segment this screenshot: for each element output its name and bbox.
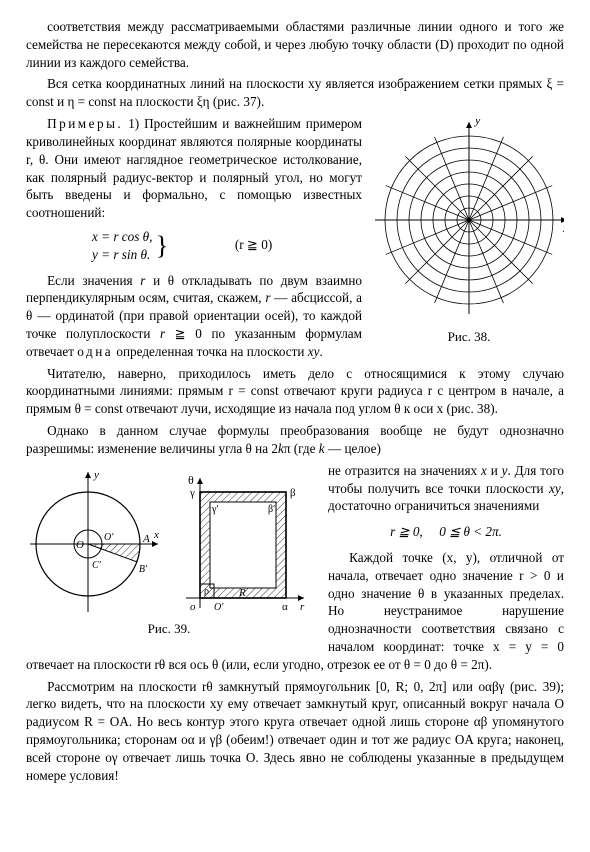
svg-text:x: x [153,529,159,541]
svg-text:ρ: ρ [204,586,209,597]
svg-text:o: o [190,601,196,613]
figure-38: xy Рис. 38. [374,119,564,345]
svg-text:O′: O′ [104,532,114,543]
formula-1b: y = r sin θ. [92,247,150,262]
svg-text:y: y [93,469,99,481]
figure-38-caption: Рис. 38. [374,328,564,346]
svg-text:γ: γ [189,487,195,499]
svg-text:y: y [474,119,481,127]
svg-text:x: x [562,221,564,235]
para-5: Читателю, наверно, приходилось иметь дел… [26,365,564,418]
svg-text:B′: B′ [139,564,148,575]
svg-text:α: α [282,601,288,613]
svg-text:C′: C′ [92,560,102,571]
figure-39: x y O A O′ B′ C′ r θ o O′ α β γ β′ γ′ Rρ Рис. 39. [26,466,312,638]
svg-text:β′: β′ [268,504,275,515]
svg-text:β: β [290,487,296,499]
examples-lead: Примеры. [47,116,123,131]
figure-38-svg: xy [374,119,564,319]
para-8: Рассмотрим на плоскости rθ замкнутый пря… [26,678,564,785]
svg-text:R: R [238,587,246,599]
figure-39-left-svg: x y O A O′ B′ C′ [26,466,166,616]
svg-text:r: r [300,601,305,613]
figure-39-right-svg: r θ o O′ α β γ β′ γ′ Rρ [172,466,312,616]
para-1: соответствия между рассматриваемыми обла… [26,18,564,71]
para-6-start: Однако в данном случае формулы преобразо… [26,422,564,458]
svg-text:A: A [142,533,150,545]
formula-1-cond: (r ≧ 0) [235,237,272,252]
svg-text:O′: O′ [214,602,224,613]
svg-text:γ′: γ′ [211,504,219,515]
svg-text:θ: θ [188,473,194,487]
para-2: Вся сетка координатных линий на плоскост… [26,75,564,111]
para-3-body: 1) Простейшим и важнейшим примером криво… [26,116,362,220]
formula-1a: x = r cos θ, [92,229,152,244]
svg-text:O: O [76,539,84,551]
figure-39-caption: Рис. 39. [26,620,312,638]
